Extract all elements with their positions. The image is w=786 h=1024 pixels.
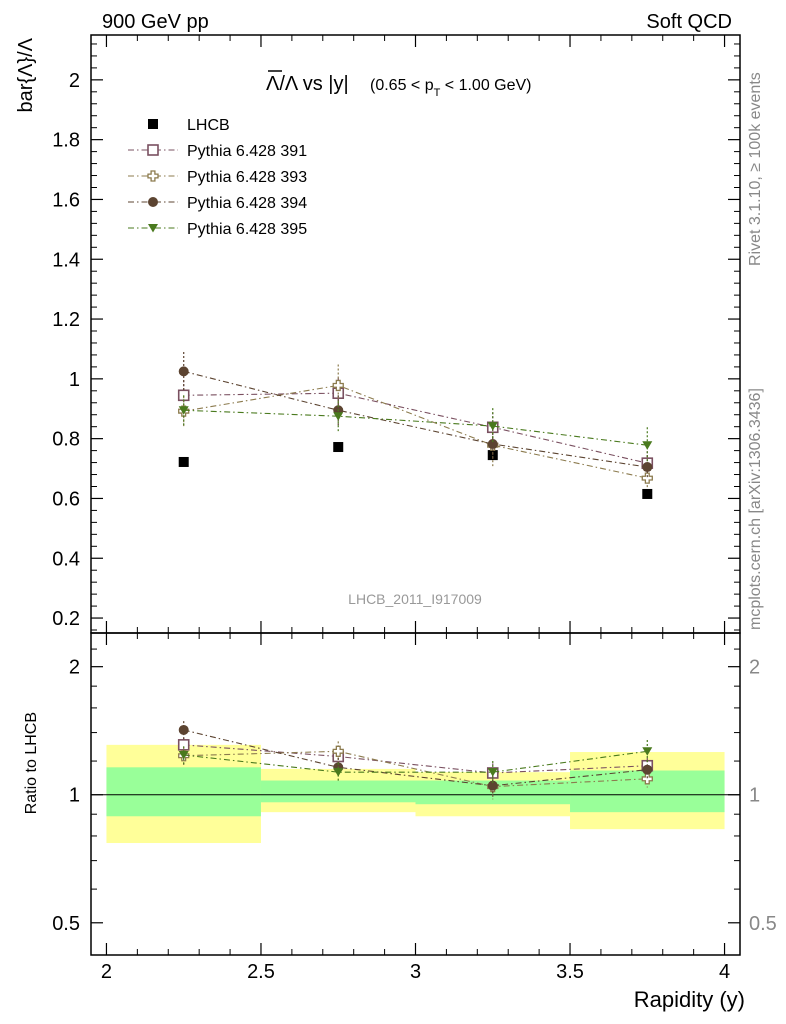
legend-label: Pythia 6.428 391 <box>187 143 307 160</box>
y-tick-label: 0.8 <box>52 429 80 451</box>
y-tick-label: 2 <box>69 70 80 92</box>
axes: 0.2 0.4 0.6 0.8 1 1.2 1.4 1.6 1.8 2 2 2.5 3 3.5 4 0.5 0.… <box>52 35 777 983</box>
ratio-point <box>178 724 189 735</box>
ratio-point <box>332 745 344 757</box>
x-axis-label: Rapidity (y) <box>634 987 745 1012</box>
x-tick-label: 2.5 <box>247 961 275 983</box>
legend-label: Pythia 6.428 394 <box>187 195 307 212</box>
main-series <box>177 351 654 499</box>
ratio-y-tick-label-right: 0.5 <box>749 913 777 935</box>
data-point <box>642 441 653 450</box>
ratio-point <box>641 773 653 785</box>
legend-marker <box>148 197 158 207</box>
y-tick-label: 1.4 <box>52 249 80 271</box>
legend-label: Pythia 6.428 393 <box>187 169 307 186</box>
data-point <box>178 406 189 415</box>
watermark: LHCB_2011_I917009 <box>348 591 482 607</box>
ratio-point <box>177 739 190 751</box>
ratio-y-tick-label: 2 <box>69 657 80 679</box>
ratio-point <box>333 768 344 777</box>
ratio-line <box>183 750 648 788</box>
band-inner <box>106 767 261 817</box>
y-tick-label: 0.4 <box>52 548 80 570</box>
y-tick-label: 1.6 <box>52 189 80 211</box>
band-inner <box>260 780 416 803</box>
legend-marker <box>148 224 158 233</box>
x-tick-label: 3.5 <box>556 961 584 983</box>
data-point <box>178 456 189 467</box>
series-line <box>183 370 648 468</box>
y-tick-label: 0.6 <box>52 488 80 510</box>
ratio-y-tick-label-right: 1 <box>749 785 760 807</box>
y-tick-label: 1.8 <box>52 130 80 152</box>
legend-label: Pythia 6.428 395 <box>187 221 307 238</box>
ratio-line <box>183 744 648 774</box>
series-pythia-6-428-391 <box>177 378 654 476</box>
y-tick-label: 1 <box>69 369 80 391</box>
ratio-line <box>183 729 648 787</box>
data-point <box>642 462 653 473</box>
source-label: mcplots.cern.ch [arXiv:1306.3436] <box>747 388 764 630</box>
series-line <box>183 384 648 479</box>
data-point <box>332 379 344 392</box>
header-right: Soft QCD <box>646 11 732 33</box>
data-point <box>641 472 653 484</box>
legend-label: LHCB <box>187 117 230 134</box>
data-point <box>487 422 498 431</box>
data-point <box>178 366 189 377</box>
ratio-point <box>487 768 498 777</box>
y-tick-label: 1.2 <box>52 309 80 331</box>
ratio-point <box>178 750 189 760</box>
rivet-version-label: Rivet 3.1.10, ≥ 100k events <box>747 72 764 266</box>
uncertainty-bands <box>106 744 725 844</box>
data-point <box>487 439 498 450</box>
ratio-y-tick-label: 0.5 <box>52 913 80 935</box>
x-tick-label: 3 <box>410 961 421 983</box>
ratio-series <box>177 721 654 800</box>
legend-marker <box>147 144 159 156</box>
ratio-series-pythia-6-428-395 <box>178 739 653 784</box>
legend-marker <box>148 119 158 129</box>
data-point <box>333 412 344 421</box>
data-point <box>642 488 653 499</box>
ratio-y-tick-label: 1 <box>69 785 80 807</box>
ratio-line <box>183 750 648 773</box>
series-line <box>183 409 648 446</box>
series-pythia-6-428-395 <box>178 395 653 464</box>
header-left: 900 GeV pp <box>102 11 209 33</box>
title-sub-pre: (0.65 < p <box>370 77 434 94</box>
y-tick-label: 0.2 <box>52 608 80 630</box>
y-axis-label-ratio: Ratio to LHCB <box>23 712 40 814</box>
ratio-point <box>642 764 653 775</box>
title-sub: (0.65 < pT < 1.00 GeV) <box>370 77 532 99</box>
legend-marker <box>147 170 159 182</box>
ratio-y-tick-label-right: 2 <box>749 657 760 679</box>
legend: LHCB Pythia 6.428 391 Pythia 6.428 393 Pyth… <box>128 117 307 238</box>
chart-title: Λ/Λ vs |y| (0.65 < pT < 1.00 GeV) <box>266 70 532 99</box>
data-point <box>487 450 498 461</box>
data-point <box>333 442 344 453</box>
series-line <box>183 392 648 464</box>
title-sub-subscript: T <box>434 87 441 99</box>
y-axis-label-main: bar{Λ}/Λ <box>15 37 37 112</box>
series-pythia-6-428-393 <box>178 364 653 488</box>
ratio-point <box>642 747 653 756</box>
ratio-point <box>487 780 498 791</box>
x-tick-label: 2 <box>101 961 112 983</box>
series-lhcb <box>178 442 653 499</box>
x-tick-label: 4 <box>719 961 730 983</box>
title-sub-post: < 1.00 GeV) <box>440 77 531 94</box>
title-main: Λ/Λ vs |y| <box>266 73 349 95</box>
